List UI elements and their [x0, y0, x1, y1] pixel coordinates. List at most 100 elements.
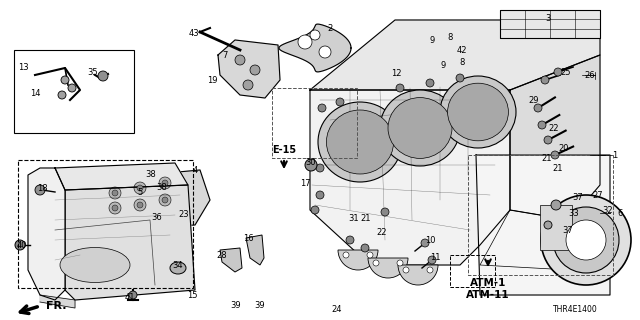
Ellipse shape — [60, 247, 130, 283]
Text: 10: 10 — [425, 236, 435, 244]
Text: 8: 8 — [447, 33, 452, 42]
Text: 6: 6 — [617, 209, 622, 218]
Circle shape — [35, 185, 45, 195]
Polygon shape — [246, 235, 264, 265]
Circle shape — [551, 151, 559, 159]
Text: 16: 16 — [243, 234, 253, 243]
Polygon shape — [28, 168, 65, 300]
Text: FR.: FR. — [46, 301, 67, 311]
Bar — [14, 50, 134, 133]
Text: 34: 34 — [173, 260, 183, 269]
Text: 7: 7 — [222, 51, 228, 60]
Text: 41: 41 — [125, 292, 135, 301]
Circle shape — [541, 195, 631, 285]
Text: 2: 2 — [328, 23, 333, 33]
Circle shape — [316, 164, 324, 172]
Text: 23: 23 — [179, 210, 189, 219]
Circle shape — [421, 239, 429, 247]
Text: 21: 21 — [541, 154, 552, 163]
Text: 27: 27 — [593, 190, 604, 199]
Text: 12: 12 — [391, 68, 401, 77]
Wedge shape — [338, 250, 378, 270]
Circle shape — [456, 74, 464, 82]
Text: 22: 22 — [548, 124, 559, 132]
Ellipse shape — [380, 90, 460, 166]
Text: 37: 37 — [563, 226, 573, 235]
Ellipse shape — [318, 102, 402, 182]
Bar — [272, 88, 357, 158]
Circle shape — [235, 55, 245, 65]
Text: 18: 18 — [36, 183, 47, 193]
Circle shape — [109, 202, 121, 214]
Text: 13: 13 — [18, 62, 29, 71]
Circle shape — [553, 207, 619, 273]
Polygon shape — [310, 20, 600, 90]
Circle shape — [318, 104, 326, 112]
Circle shape — [68, 84, 76, 92]
Circle shape — [109, 187, 121, 199]
Circle shape — [112, 190, 118, 196]
Text: 39: 39 — [230, 300, 241, 309]
Text: 37: 37 — [573, 193, 584, 202]
Bar — [468, 155, 613, 275]
Text: E-15: E-15 — [272, 145, 296, 155]
Polygon shape — [510, 55, 600, 220]
Ellipse shape — [447, 83, 508, 141]
Circle shape — [61, 76, 69, 84]
Circle shape — [137, 185, 143, 191]
Circle shape — [316, 191, 324, 199]
Circle shape — [305, 159, 317, 171]
Circle shape — [346, 236, 354, 244]
Circle shape — [319, 46, 331, 58]
Text: 38: 38 — [157, 182, 168, 191]
Polygon shape — [218, 40, 280, 98]
Polygon shape — [500, 10, 600, 38]
Text: 26: 26 — [585, 70, 595, 79]
Text: 20: 20 — [559, 143, 569, 153]
Text: 8: 8 — [460, 58, 465, 67]
Text: 35: 35 — [88, 68, 99, 76]
Polygon shape — [55, 163, 188, 190]
Circle shape — [162, 197, 168, 203]
Polygon shape — [40, 295, 75, 308]
Text: 29: 29 — [529, 95, 540, 105]
Circle shape — [428, 256, 436, 264]
Text: 3: 3 — [545, 13, 550, 22]
Ellipse shape — [170, 262, 186, 274]
Text: 19: 19 — [207, 76, 217, 84]
Circle shape — [310, 30, 320, 40]
Text: 15: 15 — [187, 291, 197, 300]
Wedge shape — [368, 258, 408, 278]
Text: 39: 39 — [255, 300, 266, 309]
Text: 38: 38 — [146, 170, 156, 179]
Text: 31: 31 — [349, 213, 359, 222]
Text: 21: 21 — [361, 213, 371, 222]
Circle shape — [134, 199, 146, 211]
Polygon shape — [540, 205, 572, 250]
Polygon shape — [310, 90, 510, 265]
Text: 28: 28 — [217, 251, 227, 260]
Circle shape — [381, 208, 389, 216]
Text: ATM-11: ATM-11 — [466, 290, 510, 300]
Circle shape — [534, 104, 542, 112]
Text: 33: 33 — [568, 209, 579, 218]
Circle shape — [98, 71, 108, 81]
Circle shape — [298, 35, 312, 49]
Text: 25: 25 — [561, 68, 572, 76]
Circle shape — [397, 260, 403, 266]
Circle shape — [554, 68, 562, 76]
Circle shape — [544, 136, 552, 144]
Text: 1: 1 — [612, 150, 617, 159]
Text: 4: 4 — [193, 165, 198, 174]
Text: 14: 14 — [29, 89, 40, 98]
Circle shape — [343, 252, 349, 258]
Wedge shape — [398, 265, 438, 285]
Text: 22: 22 — [377, 228, 387, 236]
Polygon shape — [476, 155, 610, 295]
Text: 32: 32 — [603, 205, 613, 214]
Bar — [450, 255, 495, 287]
Text: 17: 17 — [300, 179, 310, 188]
Circle shape — [58, 91, 66, 99]
Circle shape — [159, 177, 171, 189]
Circle shape — [112, 205, 118, 211]
